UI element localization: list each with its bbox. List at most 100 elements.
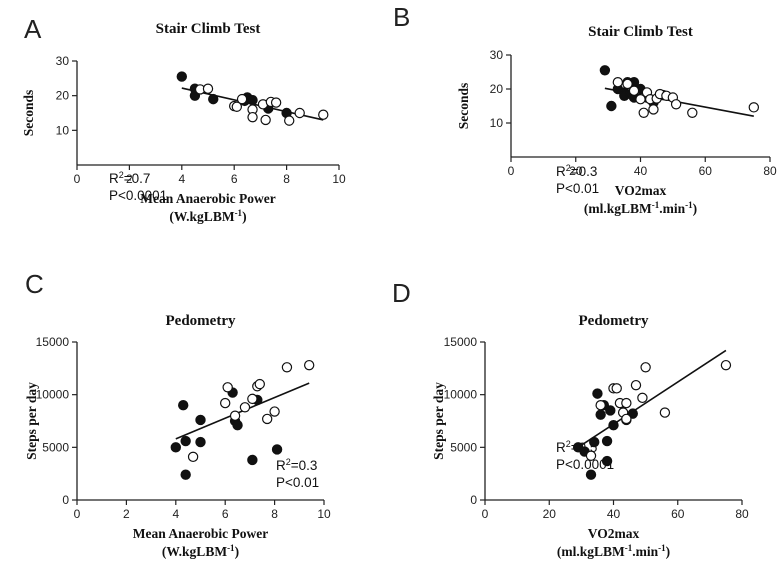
data-point-filled <box>608 420 619 431</box>
data-point-open <box>720 359 732 371</box>
data-point-filled <box>601 435 613 447</box>
data-point-open <box>670 99 682 110</box>
y-tick-label: 0 <box>470 493 477 507</box>
p-value-label: P<0.0001 <box>109 188 167 203</box>
x-tick-label: 6 <box>222 507 229 521</box>
data-point-filled <box>271 444 283 455</box>
data-point-filled <box>595 409 606 420</box>
panel-c: C Pedometry 0 2 4 6 8 10 0 5000 10000 15000 Steps pe… <box>24 269 331 559</box>
data-point-open <box>236 93 248 105</box>
data-point-open <box>261 413 273 425</box>
data-point-open <box>318 109 329 120</box>
x-axis-label: Mean Anaerobic Power <box>133 526 268 541</box>
x-tick-label: 20 <box>569 164 583 178</box>
data-point-open <box>270 97 282 108</box>
x-tick-label: 4 <box>172 507 179 521</box>
r-squared-label: R2=0.7 <box>109 170 150 186</box>
data-point-open <box>187 451 199 463</box>
x-tick-label: 0 <box>482 507 489 521</box>
x-axis-label: VO2max <box>588 526 640 541</box>
x-axis-label-units: (ml.kgLBM-1.min-1) <box>584 200 697 216</box>
data-point-open <box>648 104 659 115</box>
x-tick-label: 2 <box>126 172 133 186</box>
data-point-open <box>630 379 642 391</box>
x-tick-label: 0 <box>74 507 81 521</box>
y-tick-label: 10 <box>490 116 504 130</box>
data-point-open <box>284 115 295 126</box>
chart-title: Pedometry <box>166 313 236 329</box>
x-axis-label: Mean Anaerobic Power <box>140 191 275 206</box>
chart-title: Stair Climb Test <box>156 21 261 37</box>
p-value-label: P<0.0001 <box>556 457 614 472</box>
x-tick-label: 60 <box>671 507 685 521</box>
x-tick-label: 80 <box>763 164 777 178</box>
data-point-filled <box>178 400 189 411</box>
data-point-filled <box>195 414 206 426</box>
panel-letter: C <box>25 269 44 299</box>
data-point-open <box>247 111 258 123</box>
data-point-filled <box>605 405 616 416</box>
x-axis-label-units: (ml.kgLBM-1.min-1) <box>557 543 670 559</box>
data-point-open <box>595 400 606 411</box>
y-tick-label: 15000 <box>36 335 70 349</box>
data-point-open <box>281 362 293 373</box>
data-point-open <box>239 402 251 413</box>
x-tick-label: 10 <box>317 507 331 521</box>
data-point-filled <box>208 93 219 105</box>
data-point-filled <box>180 435 191 447</box>
y-tick-label: 10000 <box>36 388 70 402</box>
data-point-open <box>621 413 632 425</box>
chart-title: Stair Climb Test <box>588 24 693 40</box>
regression-line <box>577 349 727 449</box>
data-point-filled <box>232 420 243 431</box>
data-point-filled <box>195 436 206 448</box>
r-squared-label: R2=0.3 <box>276 457 317 473</box>
data-point-open <box>247 393 258 405</box>
y-axis-label: Steps per day <box>431 382 446 460</box>
panel-letter: B <box>393 2 410 32</box>
data-point-open <box>659 407 671 418</box>
x-tick-label: 0 <box>74 172 81 186</box>
data-point-open <box>222 382 233 393</box>
chart-title: Pedometry <box>579 313 649 329</box>
x-axis-label-units: (W.kgLBM-1) <box>169 208 246 224</box>
panel-a: A Stair Climb Test 0 2 4 6 8 10 10 20 30 Seconds Mea… <box>21 14 346 224</box>
data-point-open <box>687 107 698 119</box>
y-axis-label: Steps per day <box>24 382 39 460</box>
data-point-open <box>269 406 280 417</box>
x-tick-label: 80 <box>735 507 749 521</box>
data-point-filled <box>601 455 613 467</box>
x-tick-label: 2 <box>123 507 130 521</box>
y-tick-label: 10 <box>56 123 70 137</box>
r-squared-label: R2=0.5 <box>556 439 597 455</box>
x-tick-label: 60 <box>699 164 713 178</box>
data-point-open <box>628 85 640 96</box>
data-point-open <box>640 362 651 373</box>
panel-letter: A <box>24 14 42 44</box>
data-point-filled <box>247 454 258 466</box>
data-point-open <box>202 83 214 94</box>
x-tick-label: 0 <box>508 164 515 178</box>
panel-b: B Stair Climb Test 0 20 40 60 80 10 20 30 Seconds V… <box>393 2 777 216</box>
data-point-filled <box>592 388 603 399</box>
x-tick-label: 4 <box>178 172 185 186</box>
y-tick-label: 30 <box>56 54 70 68</box>
y-axis-label: Seconds <box>21 90 36 137</box>
data-point-filled <box>585 469 597 480</box>
x-tick-label: 8 <box>271 507 278 521</box>
x-tick-label: 20 <box>543 507 557 521</box>
x-axis-label: VO2max <box>615 183 667 198</box>
y-axis-label: Seconds <box>456 83 471 130</box>
data-point-open <box>612 76 624 88</box>
x-tick-label: 6 <box>231 172 238 186</box>
data-point-filled <box>170 442 181 453</box>
data-point-open <box>622 78 633 90</box>
data-point-filled <box>180 469 191 480</box>
data-point-filled <box>247 94 258 106</box>
data-point-open <box>638 107 649 119</box>
data-point-open <box>303 359 315 371</box>
x-tick-label: 40 <box>634 164 648 178</box>
data-point-open <box>748 102 760 113</box>
data-point-filled <box>599 65 611 76</box>
